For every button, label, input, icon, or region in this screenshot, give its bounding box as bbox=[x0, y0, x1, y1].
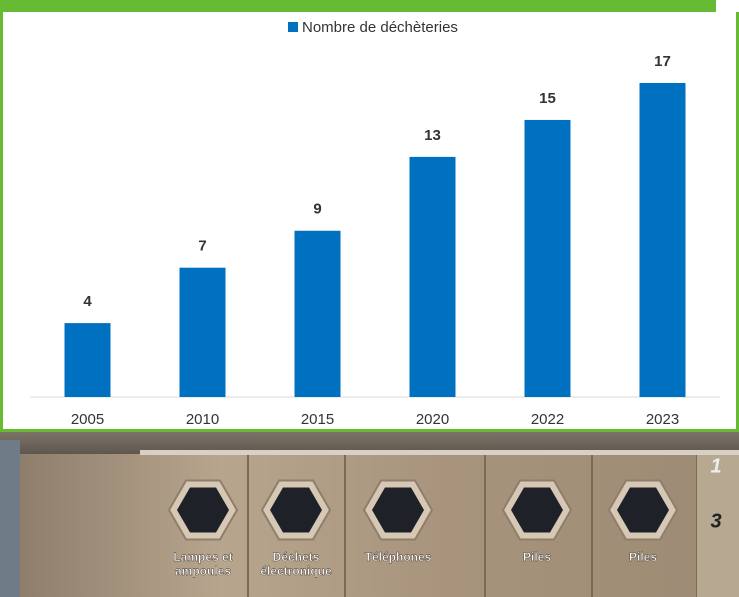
hexagon-icon bbox=[511, 487, 563, 533]
x-tick-label: 2010 bbox=[186, 411, 219, 428]
bin-label: électronique bbox=[260, 564, 332, 578]
data-label: 9 bbox=[313, 201, 321, 218]
bar bbox=[294, 230, 341, 397]
x-tick-label: 2023 bbox=[646, 411, 679, 428]
data-label: 13 bbox=[424, 127, 441, 144]
left-frame bbox=[0, 440, 20, 597]
bar bbox=[64, 323, 111, 397]
data-label: 7 bbox=[198, 238, 206, 255]
x-tick-label: 2022 bbox=[531, 411, 564, 428]
hexagon-icon bbox=[270, 487, 322, 533]
bar bbox=[179, 267, 226, 397]
legend-swatch bbox=[288, 22, 298, 32]
bin-label: Piles bbox=[523, 550, 551, 564]
x-tick-label: 2005 bbox=[71, 411, 104, 428]
hexagon-icon bbox=[617, 487, 669, 533]
x-tick-label: 2020 bbox=[416, 411, 449, 428]
bin-label: Lampes et bbox=[173, 550, 232, 564]
shelf-edge bbox=[140, 450, 739, 455]
bar bbox=[409, 156, 456, 397]
bin-label: Téléphones bbox=[365, 550, 432, 564]
data-label: 4 bbox=[83, 293, 92, 310]
chart-frame bbox=[0, 0, 739, 432]
side-panel bbox=[697, 455, 739, 597]
data-label: 15 bbox=[539, 90, 556, 107]
shelf-number: 3 bbox=[710, 510, 721, 532]
bar bbox=[639, 83, 686, 397]
shelf-top bbox=[0, 432, 739, 454]
x-tick-label: 2015 bbox=[301, 411, 334, 428]
data-label: 17 bbox=[654, 53, 671, 70]
legend-label: Nombre de déchèteries bbox=[302, 19, 458, 36]
bin-label: Déchets bbox=[273, 550, 320, 564]
hexagon-icon bbox=[177, 487, 229, 533]
hexagon-icon bbox=[372, 487, 424, 533]
bin-label: ampoules bbox=[175, 564, 231, 578]
top-strip bbox=[0, 0, 739, 12]
bar bbox=[524, 119, 571, 398]
top-strip-gap bbox=[716, 0, 739, 12]
shelf-number: 1 bbox=[710, 455, 721, 477]
bin-label: Piles bbox=[629, 550, 657, 564]
